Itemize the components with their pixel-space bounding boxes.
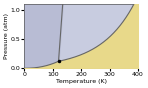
- X-axis label: Temperature (K): Temperature (K): [56, 79, 107, 84]
- Y-axis label: Pressure (atm): Pressure (atm): [4, 13, 9, 59]
